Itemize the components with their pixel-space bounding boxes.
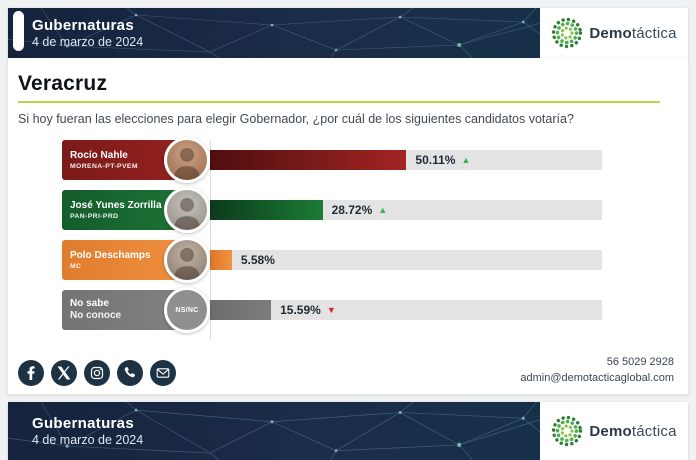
bar-track: 28.72% ▲ bbox=[210, 200, 602, 220]
bar-track: 50.11% ▲ bbox=[210, 150, 602, 170]
brand-name-light: táctica bbox=[631, 24, 677, 42]
poll-bar-chart: Rocío Nahle MORENA-PT-PVEM 50.11% ▲ José… bbox=[8, 137, 688, 340]
bar-value: 15.59% bbox=[280, 303, 321, 317]
brand-logo: Demotáctica bbox=[540, 402, 688, 460]
top-banner-navy: Gubernaturas 4 de marzo de 2024 bbox=[8, 8, 540, 58]
bar-track: 5.58% bbox=[210, 250, 602, 270]
banner-date: 4 de marzo de 2024 bbox=[32, 433, 144, 447]
demotactica-flower-icon bbox=[552, 415, 583, 447]
social-links bbox=[18, 360, 176, 386]
brand-name: Demotáctica bbox=[589, 25, 676, 42]
facebook-icon[interactable] bbox=[18, 360, 44, 386]
top-banner: Gubernaturas 4 de marzo de 2024 Demotáct… bbox=[8, 8, 688, 58]
candidate-row-deschamps: Polo Deschamps MC 5.58% bbox=[8, 237, 688, 283]
title-underline bbox=[18, 101, 660, 103]
banner-accent-pill bbox=[13, 11, 24, 51]
brand-name: Demotáctica bbox=[589, 423, 676, 440]
candidate-photo bbox=[164, 137, 210, 183]
brand-name-light: táctica bbox=[631, 422, 677, 440]
person-icon bbox=[173, 147, 201, 180]
page-title: Veracruz bbox=[18, 72, 108, 95]
candidate-photo bbox=[164, 187, 210, 233]
banner-date: 4 de marzo de 2024 bbox=[32, 35, 144, 49]
banner-title: Gubernaturas bbox=[32, 17, 134, 34]
banner-title: Gubernaturas bbox=[32, 415, 134, 432]
candidate-party: MC bbox=[70, 263, 82, 270]
candidate-name: José Yunes Zorrilla bbox=[70, 200, 162, 211]
demotactica-flower-icon bbox=[552, 17, 583, 49]
bar-fill bbox=[210, 150, 407, 170]
nsnc-row: No sabe No conoce NS/NC 15.59% ▼ bbox=[8, 287, 688, 333]
candidate-photo bbox=[164, 237, 210, 283]
person-icon bbox=[173, 197, 201, 230]
instagram-icon[interactable] bbox=[84, 360, 110, 386]
trend-up-icon: ▲ bbox=[461, 155, 471, 165]
bar-value: 50.11% bbox=[415, 153, 456, 167]
candidate-party: PAN-PRI-PRD bbox=[70, 213, 119, 220]
phone-icon[interactable] bbox=[117, 360, 143, 386]
contact-info: 56 5029 2928 admin@demotacticaglobal.com bbox=[520, 354, 674, 386]
nsnc-badge: NS/NC bbox=[164, 287, 210, 333]
bar-value: 5.58% bbox=[240, 253, 275, 267]
bottom-banner-navy: Gubernaturas 4 de marzo de 2024 bbox=[8, 402, 540, 460]
bar-fill bbox=[210, 250, 232, 270]
card-footer: 56 5029 2928 admin@demotacticaglobal.com bbox=[18, 354, 674, 386]
candidate-row-yunes: José Yunes Zorrilla PAN-PRI-PRD 28.72% ▲ bbox=[8, 187, 688, 233]
nsnc-line2: No conoce bbox=[70, 310, 122, 321]
contact-phone: 56 5029 2928 bbox=[606, 356, 674, 368]
nsnc-line1: No sabe bbox=[70, 298, 109, 309]
bar-track: 15.59% ▼ bbox=[210, 300, 602, 320]
candidate-name: Polo Deschamps bbox=[70, 250, 151, 261]
content-card: Veracruz Si hoy fueran las elecciones pa… bbox=[8, 58, 688, 394]
bottom-banner: Gubernaturas 4 de marzo de 2024 Demotáct… bbox=[8, 402, 688, 460]
candidate-name: Rocío Nahle bbox=[70, 150, 128, 161]
email-icon[interactable] bbox=[150, 360, 176, 386]
candidate-row-nahle: Rocío Nahle MORENA-PT-PVEM 50.11% ▲ bbox=[8, 137, 688, 183]
survey-question: Si hoy fueran las elecciones para elegir… bbox=[18, 112, 574, 126]
bar-value: 28.72% bbox=[331, 203, 373, 217]
x-twitter-icon[interactable] bbox=[51, 360, 77, 386]
brand-name-bold: Demo bbox=[589, 24, 632, 42]
bar-fill bbox=[210, 300, 272, 320]
nsnc-badge-text: NS/NC bbox=[175, 306, 199, 314]
brand-logo: Demotáctica bbox=[540, 8, 688, 58]
chart-axis-line bbox=[210, 140, 211, 340]
candidate-party: MORENA-PT-PVEM bbox=[70, 163, 138, 170]
contact-email: admin@demotacticaglobal.com bbox=[520, 372, 674, 384]
bar-fill bbox=[210, 200, 323, 220]
brand-name-bold: Demo bbox=[589, 422, 632, 440]
trend-down-icon: ▼ bbox=[326, 305, 336, 315]
trend-up-icon: ▲ bbox=[378, 205, 388, 215]
person-icon bbox=[173, 247, 201, 280]
